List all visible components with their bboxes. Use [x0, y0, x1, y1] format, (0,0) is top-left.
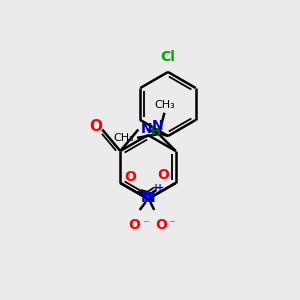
Text: N: N [140, 122, 152, 136]
Text: O: O [128, 218, 140, 232]
Text: CH₃: CH₃ [154, 100, 175, 110]
Text: O: O [157, 168, 169, 182]
Text: N: N [144, 191, 155, 205]
Text: Cl: Cl [160, 50, 175, 64]
Text: ⁻: ⁻ [142, 218, 148, 231]
Text: ⁻: ⁻ [168, 218, 175, 231]
Text: N: N [152, 119, 164, 133]
Text: +: + [152, 183, 160, 193]
Text: H: H [151, 125, 162, 138]
Text: CH₃: CH₃ [113, 133, 134, 143]
Text: O: O [89, 119, 102, 134]
Text: N: N [140, 191, 152, 205]
Text: O: O [155, 218, 167, 232]
Text: +: + [156, 183, 164, 193]
Text: O: O [124, 170, 136, 184]
